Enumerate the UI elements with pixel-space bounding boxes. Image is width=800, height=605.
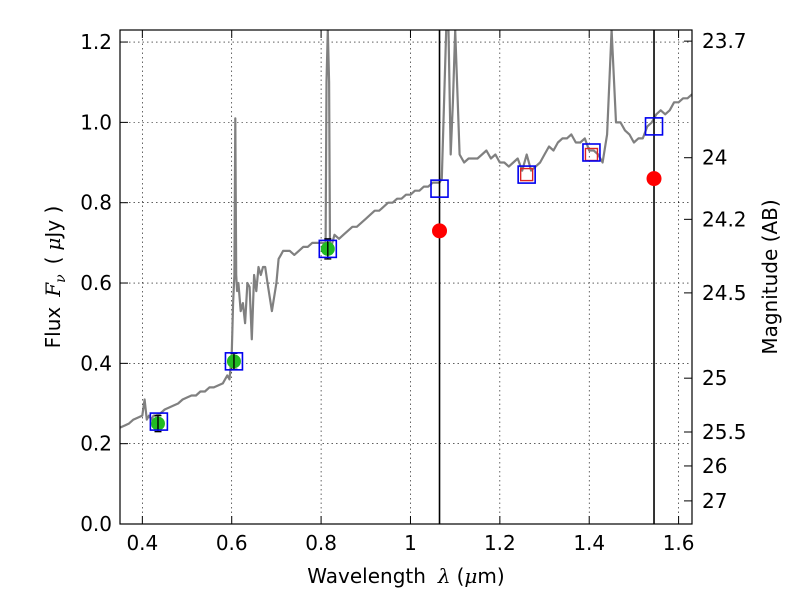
model-square-marker	[517, 165, 536, 184]
red-square-marker	[519, 167, 534, 182]
y-axis-label-text: Flux	[41, 307, 65, 349]
y2-tick-label: 25	[702, 366, 727, 390]
y2-axis-label: Magnitude (AB)	[758, 199, 782, 354]
x-tick-label: 0.4	[126, 531, 158, 555]
y2-tick-label: 23.7	[702, 29, 747, 53]
plot-background	[120, 30, 692, 524]
y-tick-label: 0.0	[80, 512, 112, 536]
spectrum-line	[120, 30, 692, 429]
y2-tick-label: 26	[702, 454, 727, 478]
y-axis-label-symbol-sub: ν	[53, 274, 69, 283]
red-point-marker	[646, 171, 662, 187]
x-tick-label: 1.2	[484, 531, 516, 555]
x-tick-label: 0.6	[216, 531, 248, 555]
model-square-marker	[318, 239, 338, 259]
x-tick-label: 0.8	[305, 531, 337, 555]
y-tick-label: 0.2	[80, 432, 112, 456]
y-tick-label: 0.6	[80, 271, 112, 295]
y-tick-label: 0.8	[80, 191, 112, 215]
model-square-marker	[582, 143, 601, 162]
y-tick-label: 1.2	[80, 30, 112, 54]
model-square-marker	[224, 352, 244, 371]
x-tick-label: 1.6	[663, 531, 695, 555]
plot-frame	[119, 29, 693, 525]
y-axis-label-symbol: F	[41, 282, 65, 298]
x-axis-label-text: Wavelength	[307, 564, 426, 588]
x-axis-label-units-open: (	[457, 564, 465, 588]
y2-tick-label: 27	[702, 489, 727, 513]
y2-tick-label: 24	[702, 146, 727, 170]
x-axis-label-units-rest: m)	[477, 564, 504, 588]
y-axis-label-units-mu: μ	[41, 238, 65, 251]
model-square-marker	[149, 412, 169, 431]
y-axis-label-units-rest: Jy )	[41, 206, 65, 240]
data-layer	[120, 30, 692, 524]
x-tick-label: 1.4	[573, 531, 605, 555]
y-axis-label-units-open: (	[41, 257, 65, 265]
model-square-marker	[430, 179, 449, 198]
x-axis-label: Wavelength λ (μm)	[307, 564, 504, 588]
x-axis-label-units-mu: μ	[464, 564, 477, 588]
x-tick-label: 1	[404, 531, 417, 555]
x-axis-label-symbol: λ	[437, 564, 451, 588]
model-square-marker	[644, 117, 664, 136]
y2-tick-label: 24.5	[702, 281, 747, 305]
y-axis-label: Flux Fν ( μJy )	[41, 206, 69, 349]
red-point-marker	[432, 223, 448, 239]
y-tick-label: 1.0	[80, 110, 112, 134]
y2-tick-label: 24.2	[702, 207, 747, 231]
y2-tick-label: 25.5	[702, 420, 747, 444]
y-tick-label: 0.4	[80, 351, 112, 375]
ticks: 0.4 0.6 0.8 1 1.2 1.4 1.6 0.0 0.2 0.4 0.6 0.8 1.0 1.2…	[80, 29, 746, 555]
